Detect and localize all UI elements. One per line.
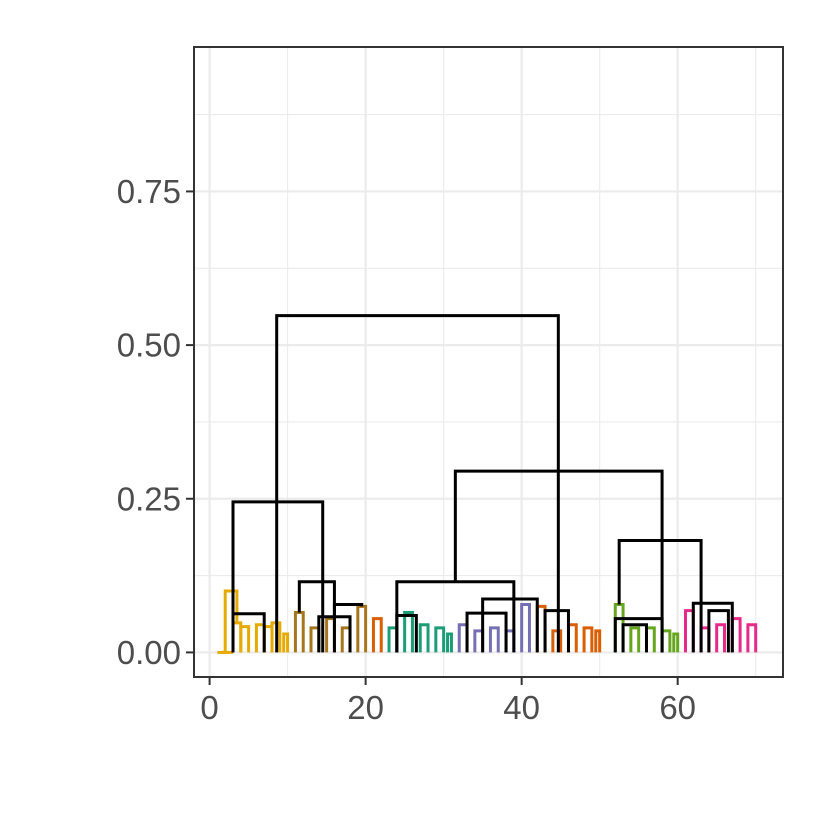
dendrogram-link: [223, 589, 239, 653]
dendrogram-link: [520, 602, 531, 653]
dendrogram-link: [332, 602, 364, 617]
y-tick-label: 0.25: [117, 480, 181, 517]
plot-panel: [194, 47, 783, 677]
dendrogram-link: [403, 610, 414, 653]
dendrogram-link: [715, 623, 726, 653]
x-tick-label: 20: [347, 689, 384, 726]
y-tick-label: 0.75: [117, 173, 181, 210]
dendrogram-link: [275, 314, 560, 653]
grid-major: [194, 47, 783, 677]
dendrogram-link: [594, 629, 602, 653]
dendrogram-link: [746, 623, 758, 653]
y-tick-label: 0.50: [117, 327, 181, 364]
dendrogram-link: [488, 626, 500, 653]
dendrogram-link: [629, 626, 641, 653]
grid-minor: [194, 47, 783, 677]
y-tick-label: 0.00: [117, 634, 181, 671]
dendrogram-link: [672, 632, 680, 653]
dendrogram-link: [691, 601, 734, 653]
x-axis: 0 20 40 60: [200, 677, 696, 726]
dendrogram-link: [446, 632, 453, 653]
dendrogram-link: [617, 539, 703, 653]
dendrogram-link: [582, 626, 594, 653]
dendrogram-link: [543, 609, 570, 653]
dendrogram-link: [465, 611, 508, 653]
y-axis: 0.00 0.25 0.50 0.75: [117, 173, 194, 671]
x-tick-label: 60: [659, 689, 696, 726]
dendrogram-link: [434, 626, 446, 653]
dendrogram-link: [621, 623, 648, 653]
dendrogram-link: [481, 597, 539, 653]
dendrogram-link: [418, 623, 430, 653]
dendrogram-link: [395, 614, 418, 653]
dendrogram-link: [317, 615, 352, 653]
plot-border: [193, 46, 784, 678]
dendrogram-link: [551, 629, 563, 653]
dendrogram-link: [371, 617, 383, 653]
dendrogram-branches: [217, 314, 758, 654]
x-tick-label: 40: [503, 689, 540, 726]
dendrogram-link: [707, 609, 730, 653]
x-tick-label: 0: [200, 689, 218, 726]
dendrogram-link: [282, 632, 290, 653]
